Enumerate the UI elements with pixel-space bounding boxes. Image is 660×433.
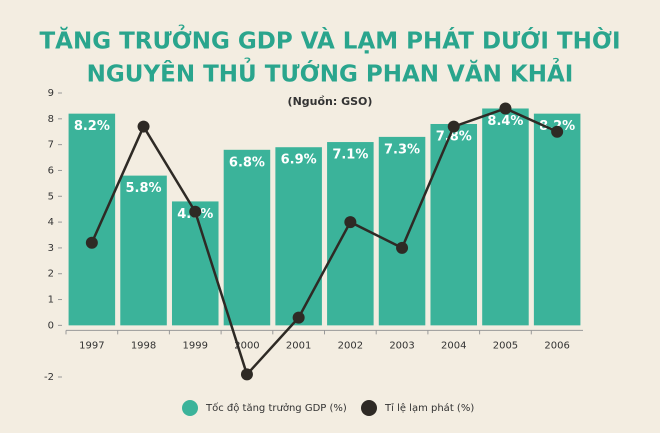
x-tick-label: 2003 — [389, 340, 414, 351]
value-label: 7.8% — [436, 129, 472, 144]
x-tick-label: 1999 — [183, 340, 208, 351]
y-tick-label: 2 — [48, 269, 54, 280]
value-label: 6.8% — [229, 155, 265, 170]
value-label: 8.4% — [487, 114, 523, 129]
y-tick-label: 8 — [48, 114, 54, 125]
value-label: 5.8% — [126, 181, 162, 196]
bar — [275, 147, 322, 326]
x-tick-label: 1998 — [131, 340, 156, 351]
line — [90, 107, 558, 377]
point — [292, 311, 305, 324]
x-tick-label: 2006 — [544, 340, 569, 351]
value-label: 8.2% — [74, 119, 110, 134]
legend-label: Tốc độ tăng trưởng GDP (%) — [205, 402, 347, 414]
point — [344, 216, 357, 229]
bar — [482, 108, 529, 326]
x-tick-label: 2001 — [286, 340, 311, 351]
legend-label: Tỉ lệ lạm phát (%) — [384, 402, 474, 414]
y-tick-label: 7 — [48, 140, 54, 151]
bar — [68, 113, 116, 326]
y-tick-label: 6 — [48, 165, 54, 176]
legend-marker — [182, 400, 198, 416]
bar — [327, 142, 374, 326]
point — [396, 241, 409, 254]
y-tick-label: 1 — [48, 295, 54, 306]
y-tick-label: 4 — [48, 217, 54, 228]
bar — [378, 136, 426, 326]
point — [447, 120, 460, 133]
y-tick-label: 3 — [48, 243, 54, 254]
legend-marker — [361, 400, 377, 416]
y-tick-label: 5 — [48, 191, 54, 202]
y-tick-label: 9 — [48, 88, 54, 99]
chart-title: TĂNG TRƯỞNG GDP VÀ LẠM PHÁT DƯỚI THỜI — [39, 25, 620, 55]
point — [240, 368, 253, 381]
bar — [533, 113, 581, 326]
value-label: 7.3% — [384, 142, 420, 157]
point — [189, 205, 202, 218]
point — [499, 102, 512, 115]
x-tick-label: 2004 — [441, 340, 466, 351]
x-tick-label: 2000 — [234, 340, 259, 351]
y-tick-label: 0 — [48, 320, 54, 331]
value-label: 6.9% — [281, 153, 317, 168]
bar — [223, 149, 271, 326]
point — [85, 236, 98, 249]
value-label: 7.1% — [332, 148, 368, 163]
bar — [120, 175, 167, 326]
x-tick-label: 2002 — [338, 340, 363, 351]
x-tick-label: 1997 — [79, 340, 104, 351]
chart-subtitle: (Nguồn: GSO) — [288, 95, 373, 108]
chart-title: NGUYÊN THỦ TƯỚNG PHAN VĂN KHẢI — [87, 58, 574, 88]
bar — [430, 123, 478, 326]
y-tick-label: -2 — [44, 372, 54, 383]
point — [551, 125, 564, 138]
point — [137, 120, 150, 133]
x-tick-label: 2005 — [493, 340, 518, 351]
